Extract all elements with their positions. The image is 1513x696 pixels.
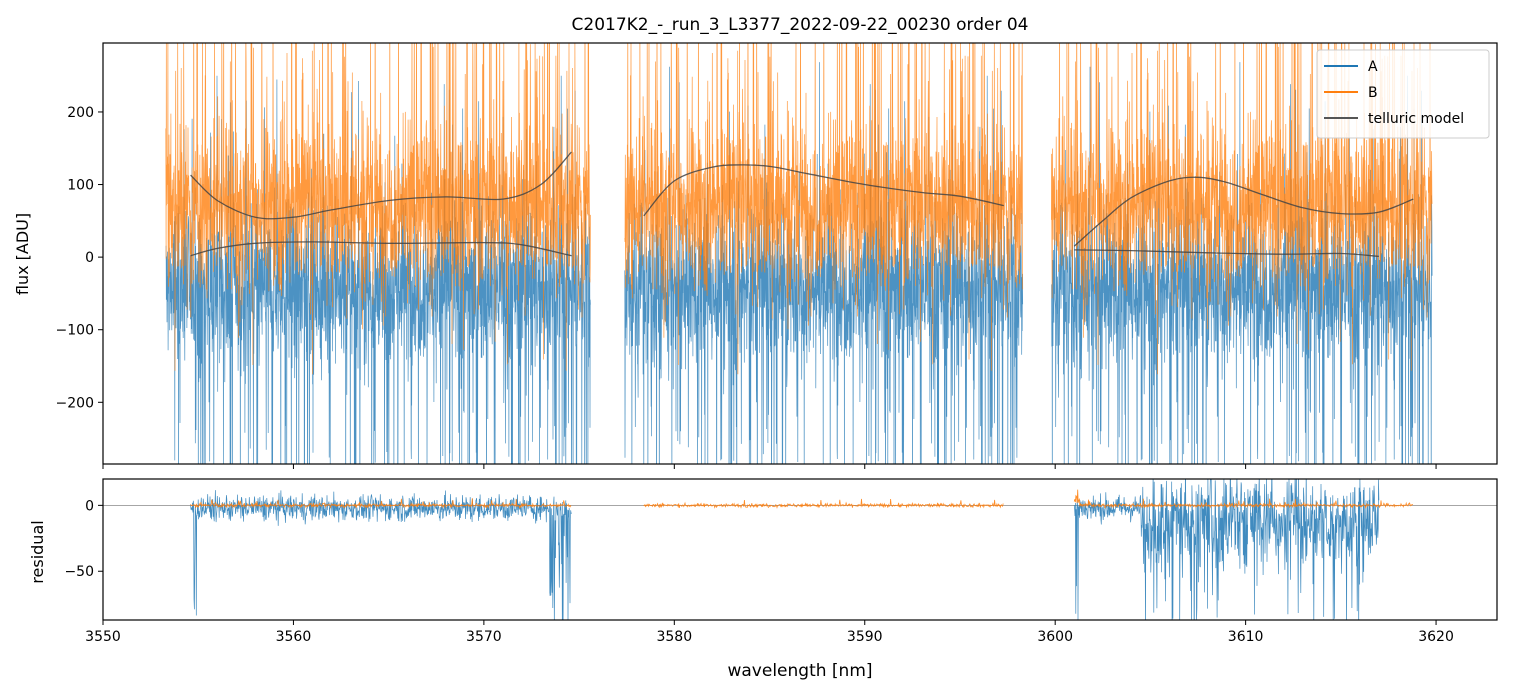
x-tick-label: 3590 bbox=[847, 629, 883, 645]
flux-x-ticks bbox=[102, 464, 1437, 469]
flux-panel: −200 −100 0 100 200 flux [ADU] A B telluric … bbox=[13, 42, 1498, 469]
telluric-model-curve-1 bbox=[190, 241, 572, 257]
residual-x-ticks: 3550 3560 3570 3580 3590 3600 3610 3620 bbox=[85, 620, 1454, 645]
flux-y-tick-label: −200 bbox=[56, 395, 94, 411]
flux-y-tick-label: 0 bbox=[85, 250, 94, 266]
legend-label-b: B bbox=[1368, 85, 1378, 101]
residual-a-segment-0 bbox=[190, 490, 572, 620]
x-tick-label: 3560 bbox=[276, 629, 312, 645]
x-tick-label: 3570 bbox=[466, 629, 502, 645]
chart-title: C2017K2_-_run_3_L3377_2022-09-22_00230 o… bbox=[572, 15, 1029, 35]
x-tick-label: 3620 bbox=[1418, 629, 1454, 645]
residual-y-ticks: −50 0 bbox=[64, 498, 103, 580]
residual-b-segment-2 bbox=[1073, 489, 1414, 509]
residual-b-segment-1 bbox=[643, 498, 1004, 509]
legend: A B telluric model bbox=[1316, 49, 1490, 139]
residual-y-axis-label: residual bbox=[28, 520, 47, 583]
series-b-segment-0 bbox=[165, 43, 591, 375]
flux-y-tick-label: 100 bbox=[67, 178, 94, 194]
telluric-model-curve-3 bbox=[1073, 176, 1414, 247]
x-axis-label: wavelength [nm] bbox=[727, 661, 872, 681]
flux-plot-area bbox=[165, 43, 1433, 464]
flux-y-ticks: −200 −100 0 100 200 bbox=[56, 105, 103, 411]
series-b-segment-1 bbox=[624, 43, 1024, 375]
flux-y-tick-label: −100 bbox=[56, 323, 94, 339]
series-a-segment-1 bbox=[624, 62, 1024, 464]
residual-plot-area bbox=[103, 479, 1497, 620]
residual-b-segment-0 bbox=[190, 498, 572, 510]
flux-axes-frame bbox=[102, 42, 1498, 465]
telluric-model-curve-4 bbox=[1074, 249, 1379, 258]
residual-panel: −50 0 3550 3560 3570 3580 3590 3600 3610 3620 re… bbox=[28, 478, 1498, 681]
legend-label-a: A bbox=[1368, 59, 1378, 75]
x-tick-label: 3550 bbox=[85, 629, 121, 645]
series-b-segment-2 bbox=[1051, 43, 1433, 375]
residual-axes-frame bbox=[102, 478, 1498, 621]
telluric-model-curve-2 bbox=[643, 164, 1004, 217]
x-tick-label: 3580 bbox=[656, 629, 692, 645]
legend-label-telluric-model: telluric model bbox=[1368, 111, 1464, 127]
x-tick-label: 3610 bbox=[1228, 629, 1264, 645]
flux-y-tick-label: 200 bbox=[67, 105, 94, 121]
x-tick-label: 3600 bbox=[1037, 629, 1073, 645]
residual-y-tick-label: 0 bbox=[85, 498, 94, 514]
telluric-model-curve-0 bbox=[190, 151, 572, 220]
residual-y-tick-label: −50 bbox=[64, 564, 94, 580]
flux-y-axis-label: flux [ADU] bbox=[13, 213, 32, 295]
